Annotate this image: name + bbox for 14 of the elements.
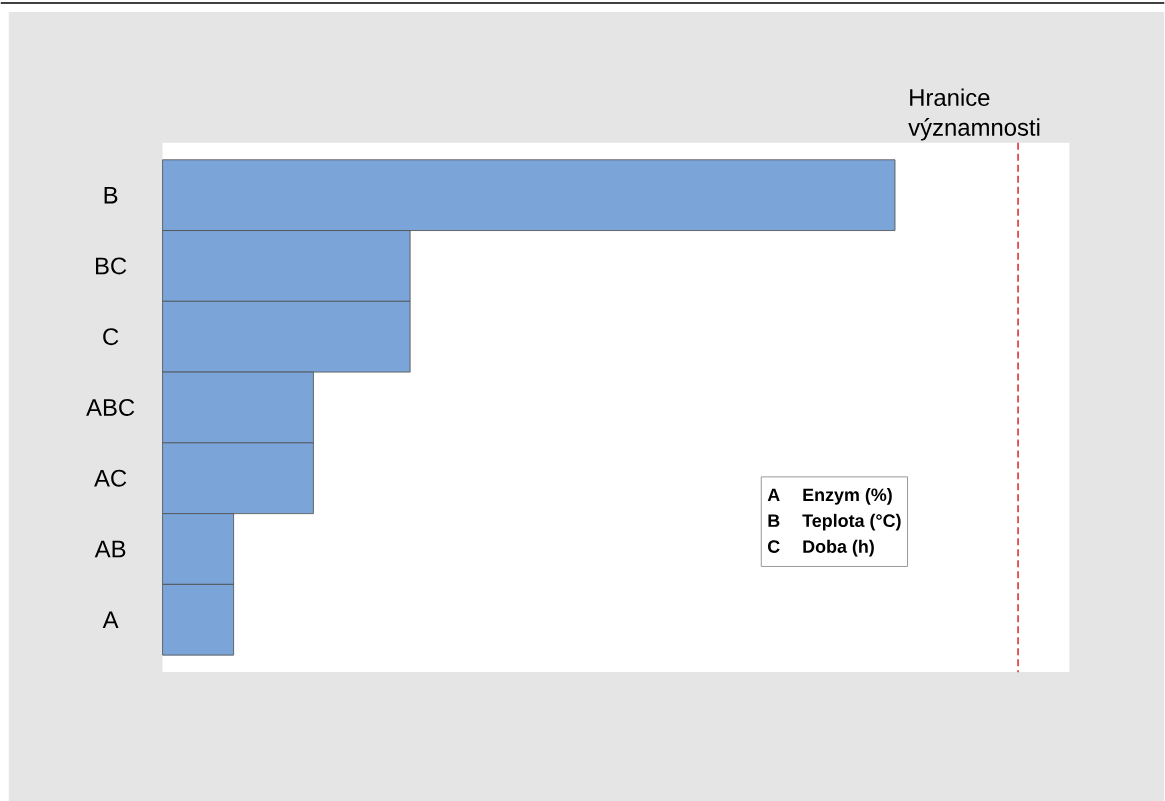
annotation: A (767, 488, 780, 501)
annotation: C (768, 540, 780, 553)
annotation: B (768, 514, 780, 527)
y-tick-label: BC (96, 257, 127, 275)
y-tick-label: A (102, 611, 119, 628)
annotation: Doba (h) (803, 539, 874, 557)
y-tick-label: C (103, 328, 119, 346)
annotation: Teplota (°C) (802, 513, 901, 531)
ref-line-label: Hranice významnosti (908, 88, 1040, 141)
annotation: Enzym (%) (803, 488, 892, 505)
y-tick-label: AB (94, 540, 126, 558)
y-tick-label: B (104, 186, 118, 204)
y-tick-label: AC (94, 469, 127, 487)
y-tick-label: ABC (86, 399, 135, 416)
